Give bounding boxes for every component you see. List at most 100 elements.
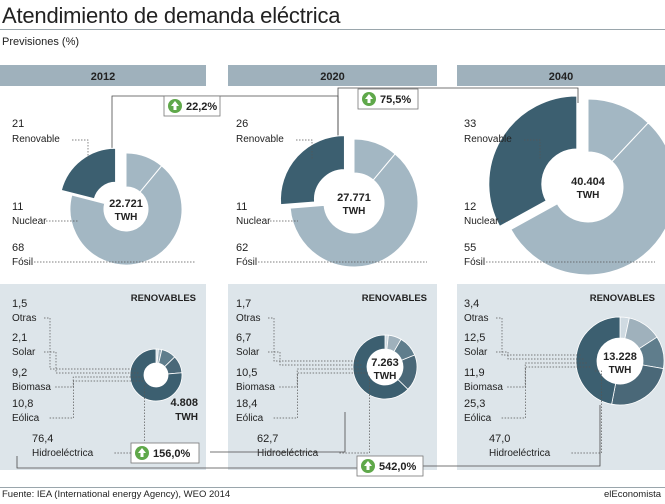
pie-label-2020-fósil: Fósil — [236, 257, 257, 268]
pie-label-2020-renovable: Renovable — [236, 134, 284, 145]
pie-slice-2020-renovable — [279, 135, 345, 206]
pie-slice-2040-renovable — [488, 95, 578, 228]
ring-label-2020-hidroeléctrica: Hidroeléctrica — [257, 448, 319, 459]
ring-value-2040-eólica: 25,3 — [464, 398, 485, 410]
growth-badge-renov-2020-2040-value: 542,0% — [379, 461, 417, 473]
growth-badge-renov-2012-2020-arrow-glyph-icon — [138, 448, 146, 457]
renewables-heading-2040: RENOVABLES — [590, 293, 655, 304]
ring-label-2012-solar: Solar — [12, 347, 36, 358]
ring-label-2040-otras: Otras — [464, 313, 488, 324]
ring-label-2020-eólica: Eólica — [236, 413, 264, 424]
ring-value-2020-biomasa: 10,5 — [236, 367, 257, 379]
pie-value-2040-fósil: 55 — [464, 242, 476, 254]
pie-label-2012-fósil: Fósil — [12, 257, 33, 268]
pie-center-value-2040: 40.404 — [571, 176, 606, 188]
ring-center-unit-2012: TWH — [175, 412, 198, 423]
ring-label-2040-solar: Solar — [464, 347, 488, 358]
growth-badge-2020-2040-value: 75,5% — [380, 94, 411, 106]
pie-value-2012-nuclear: 11 — [12, 201, 23, 213]
ring-label-2020-solar: Solar — [236, 347, 260, 358]
ring-leader-2020-eólica — [273, 372, 368, 419]
ring-leader-2012-solar — [44, 351, 139, 374]
pie-center-value-2012: 22.721 — [109, 198, 143, 210]
ring-label-2040-biomasa: Biomasa — [464, 382, 503, 393]
ring-leader-2040-biomasa — [507, 362, 588, 388]
pie-label-2040-nuclear: Nuclear — [464, 216, 499, 227]
pie-value-2020-fósil: 62 — [236, 242, 248, 254]
pie-label-2040-fósil: Fósil — [464, 257, 485, 268]
pie-label-2020-nuclear: Nuclear — [236, 216, 271, 227]
ring-leader-2012-otras — [44, 317, 136, 370]
ring-center-value-2012: 4.808 — [170, 397, 198, 409]
ring-value-2040-otras: 3,4 — [464, 298, 479, 310]
growth-badge-2012-2020-value: 22,2% — [186, 101, 217, 113]
ring-value-2020-otras: 1,7 — [236, 298, 251, 310]
ring-value-2040-hidroeléctrica: 47,0 — [489, 433, 510, 445]
leader-renovable-2040 — [524, 139, 541, 160]
footer-rule — [0, 487, 665, 488]
ring-hole-2020 — [367, 349, 403, 385]
pie-center-unit-2020: TWH — [343, 206, 366, 217]
pie-hole-2020 — [324, 173, 384, 233]
ring-value-2040-solar: 12,5 — [464, 332, 485, 344]
pie-center-unit-2012: TWH — [115, 212, 138, 223]
pie-value-2012-renovable: 21 — [12, 118, 24, 130]
brand-logo-text: elEconomista — [603, 489, 661, 500]
ring-leader-2012-hidroeléctrica — [114, 384, 148, 454]
ring-label-2012-biomasa: Biomasa — [12, 382, 51, 393]
ring-leader-2020-otras — [268, 317, 359, 362]
ring-value-2020-eólica: 18,4 — [236, 398, 257, 410]
year-label-2040: 2040 — [549, 71, 573, 83]
pie-slice-2012-renovable — [60, 147, 117, 200]
pie-value-2040-renovable: 33 — [464, 118, 476, 130]
title-rule — [0, 29, 665, 30]
ring-center-unit-2040: TWH — [609, 365, 632, 376]
ring-leader-2020-solar — [268, 351, 362, 366]
ring-value-2040-biomasa: 11,9 — [464, 367, 485, 379]
ring-leader-2040-hidroeléctrica — [571, 370, 602, 454]
ring-leader-2040-otras — [496, 317, 582, 356]
renewables-heading-2012: RENOVABLES — [131, 293, 196, 304]
growth-connector-2020-2040 — [337, 87, 579, 150]
ring-value-2012-otras: 1,5 — [12, 298, 27, 310]
pie-hole-2040 — [553, 152, 623, 222]
ring-hole-2012 — [144, 363, 168, 387]
leader-renovable-2012 — [72, 139, 89, 160]
growth-badge-2020-2040-arrow-glyph-icon — [365, 94, 373, 103]
ring-center-value-2040: 13.228 — [603, 351, 637, 363]
year-header-2012 — [0, 65, 206, 86]
ring-label-2040-hidroeléctrica: Hidroeléctrica — [489, 448, 551, 459]
ring-leader-2012-eólica — [49, 380, 145, 419]
ring-label-2020-otras: Otras — [236, 313, 260, 324]
ring-leader-2040-solar — [496, 351, 585, 360]
ring-label-2040-eólica: Eólica — [464, 413, 492, 424]
ring-value-2020-hidroeléctrica: 62,7 — [257, 433, 278, 445]
ring-value-2012-solar: 2,1 — [12, 332, 27, 344]
ring-label-2012-otras: Otras — [12, 313, 36, 324]
chart-subtitle: Previsiones (%) — [2, 36, 80, 48]
pie-value-2020-nuclear: 11 — [236, 201, 247, 213]
growth-badge-2012-2020-arrow-glyph-icon — [171, 101, 179, 110]
ring-hole-2040 — [597, 338, 643, 384]
growth-badge-renov-2012-2020-value: 156,0% — [153, 448, 191, 460]
pie-value-2012-fósil: 68 — [12, 242, 24, 254]
ring-value-2012-biomasa: 9,2 — [12, 367, 27, 379]
pie-label-2040-renovable: Renovable — [464, 134, 512, 145]
pie-hole-2012 — [104, 187, 148, 231]
ring-center-value-2020: 7.263 — [371, 357, 399, 369]
year-label-2020: 2020 — [320, 71, 344, 83]
pie-value-2020-renovable: 26 — [236, 118, 248, 130]
ring-center-unit-2020: TWH — [374, 371, 397, 382]
pie-center-unit-2040: TWH — [577, 190, 600, 201]
renewables-heading-2020: RENOVABLES — [362, 293, 427, 304]
ring-label-2020-biomasa: Biomasa — [236, 382, 275, 393]
growth-badge-renov-2020-2040-box — [356, 455, 424, 477]
growth-badge-renov-2012-2020-box — [130, 442, 200, 464]
growth-connector-renov-2020-mid — [210, 412, 346, 453]
ring-value-2012-eólica: 10,8 — [12, 398, 33, 410]
ring-label-2012-eólica: Eólica — [12, 413, 40, 424]
growth-badge-renov-2020-2040-arrow-glyph-icon — [364, 461, 372, 470]
pie-center-value-2020: 27.771 — [337, 192, 371, 204]
ring-leader-2020-hidroeléctrica — [339, 376, 371, 454]
